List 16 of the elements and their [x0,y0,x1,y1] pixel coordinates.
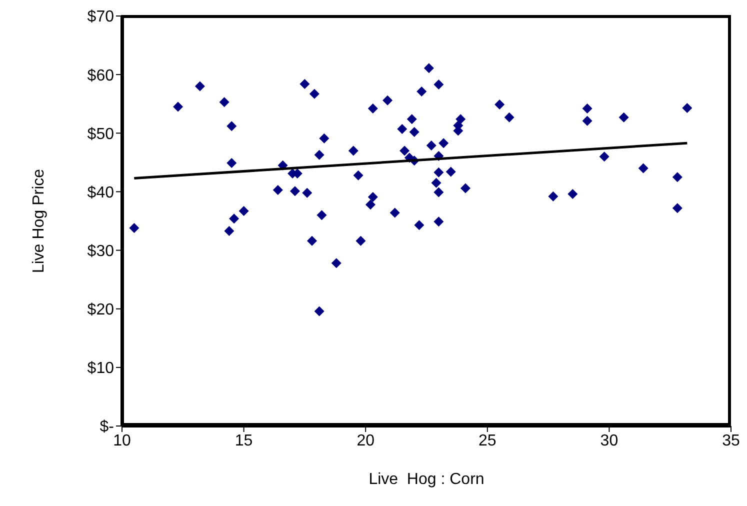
y-tick-label: $30 [87,242,114,260]
x-tick-label: 30 [600,432,618,450]
x-tick-label: 20 [356,432,375,450]
x-tick-label: 35 [722,432,740,450]
x-tick-label: 15 [234,432,253,450]
y-tick-label: $20 [87,302,114,319]
y-tick-label: $50 [87,126,114,143]
y-tick-label: $40 [87,184,114,202]
y-tick-label: $- [100,418,114,436]
x-axis-title: Live Hog : Corn [368,471,484,488]
x-tick-label: 10 [113,432,131,450]
y-axis-title: Live Hog Price [30,168,48,274]
y-tick-label: $10 [87,360,114,378]
y-tick-label: $60 [87,67,114,84]
x-tick-label: 25 [478,432,496,450]
y-tick-label: $70 [87,8,114,26]
